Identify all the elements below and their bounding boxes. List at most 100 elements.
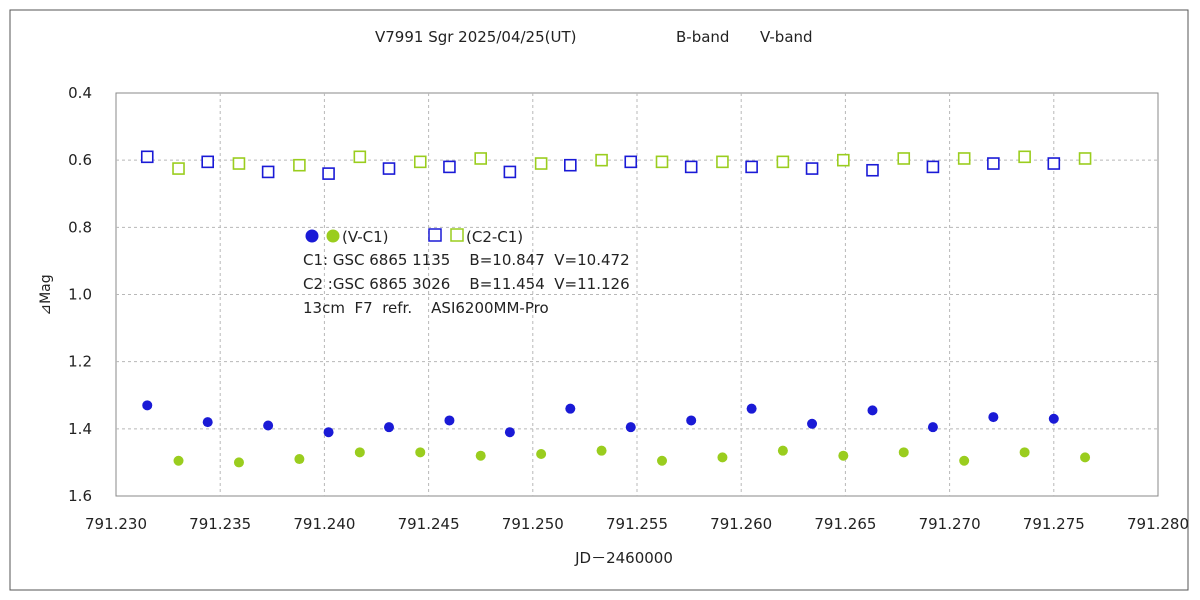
data-point-b-open <box>745 160 758 174</box>
x-tick-label: 791.275 <box>1023 515 1085 533</box>
data-point-v-filled <box>717 452 728 463</box>
x-tick-label: 791.230 <box>85 515 147 533</box>
annotation-line-c2: C2 :GSC 6865 3026 B=11.454 V=11.126 <box>303 275 630 293</box>
x-tick-label: 791.250 <box>502 515 564 533</box>
data-point-b-open <box>140 150 154 164</box>
annotation-line-telescope: 13cm F7 refr. ASI6200MM-Pro <box>303 299 549 317</box>
data-point-v-filled <box>415 447 426 458</box>
x-tick-label: 791.280 <box>1127 515 1189 533</box>
data-point-v-filled <box>294 454 305 465</box>
data-point-b-open <box>201 155 214 169</box>
y-tick-label: 0.6 <box>68 151 92 169</box>
data-point-b-filled <box>746 403 757 414</box>
data-point-b-filled <box>444 415 455 426</box>
data-point-v-filled <box>838 450 849 461</box>
data-point-v-open <box>1078 152 1092 165</box>
data-point-v-open <box>837 153 850 167</box>
data-point-v-filled <box>898 447 909 458</box>
y-axis-label: ⊿Mag <box>38 274 54 315</box>
data-point-b-open <box>261 165 275 179</box>
x-tick-label: 791.270 <box>919 515 981 533</box>
data-point-v-filled <box>959 455 970 466</box>
data-point-b-filled <box>384 422 395 433</box>
data-point-b-open <box>1047 157 1061 170</box>
x-tick-label: 791.245 <box>398 515 460 533</box>
data-point-v-filled <box>777 445 788 456</box>
data-point-v-open <box>776 155 790 169</box>
data-point-b-open <box>987 157 1000 170</box>
data-point-b-open <box>382 162 396 175</box>
data-point-b-filled <box>565 403 576 414</box>
y-tick-label: 0.4 <box>68 84 92 102</box>
y-tick-labels: 0.4 0.6 0.8 1.0 1.2 1.4 1.6 <box>68 84 92 505</box>
data-point-v-open <box>474 152 488 165</box>
data-point-b-filled <box>867 405 878 416</box>
data-point-b-filled <box>927 422 938 433</box>
data-point-b-filled <box>202 417 213 428</box>
data-point-v-filled <box>475 450 486 461</box>
y-tick-label: 0.8 <box>68 218 92 236</box>
data-point-v-filled <box>657 455 668 466</box>
data-point-b-filled <box>807 418 818 429</box>
legend-label-v-c1: (V-C1) <box>342 228 389 246</box>
legend-marker-v-filled <box>326 229 340 243</box>
x-tick-labels: 791.230 791.235 791.240 791.245 791.250 791.2… <box>85 515 1189 533</box>
legend-label-c2-c1: (C2-C1) <box>466 228 523 246</box>
data-point-b-open <box>564 158 577 172</box>
data-point-b-filled <box>263 420 274 431</box>
data-point-v-open <box>413 155 427 169</box>
data-point-v-filled <box>1080 452 1091 463</box>
data-point-b-filled <box>988 412 999 423</box>
data-point-b-filled <box>323 427 334 438</box>
y-tick-label: 1.4 <box>68 420 92 438</box>
data-point-b-open <box>503 165 517 179</box>
data-point-v-filled <box>173 455 184 466</box>
data-point-v-open <box>897 152 911 165</box>
legend-marker-b-filled <box>305 229 319 243</box>
data-point-b-filled <box>142 400 153 411</box>
x-tick-label: 791.240 <box>293 515 355 533</box>
data-points <box>140 150 1092 468</box>
legend-v-band: V-band <box>760 28 813 46</box>
data-point-b-open <box>926 160 940 174</box>
data-point-v-filled <box>1019 447 1030 458</box>
data-point-b-open <box>866 163 879 177</box>
x-tick-label: 791.255 <box>606 515 668 533</box>
data-point-v-filled <box>536 449 547 460</box>
x-tick-label: 791.265 <box>814 515 876 533</box>
data-point-v-open <box>655 155 669 169</box>
legend-marker-v-open <box>450 228 464 242</box>
y-tick-label: 1.6 <box>68 487 92 505</box>
data-point-v-open <box>232 157 246 170</box>
data-point-b-filled <box>504 427 515 438</box>
y-tick-label: 1.2 <box>68 353 92 371</box>
data-point-v-open <box>293 158 306 172</box>
data-point-v-open <box>172 162 185 175</box>
data-point-b-open <box>322 167 335 180</box>
data-point-v-filled <box>233 457 244 468</box>
data-point-v-open <box>1018 150 1031 164</box>
data-point-v-open <box>534 157 548 170</box>
data-point-v-filled <box>596 445 607 456</box>
chart-title: V7991 Sgr 2025/04/25(UT) <box>375 28 576 46</box>
data-point-v-open <box>353 150 367 164</box>
annotation-line-c1: C1: GSC 6865 1135 B=10.847 V=10.472 <box>303 251 630 269</box>
data-point-v-open <box>595 153 608 167</box>
data-point-b-open <box>805 162 819 175</box>
x-tick-label: 791.260 <box>710 515 772 533</box>
data-point-b-filled <box>1048 413 1059 424</box>
data-point-v-filled <box>354 447 365 458</box>
x-axis-label: JD－2460000 <box>574 549 673 567</box>
data-point-b-open <box>684 160 698 174</box>
annotation-block: (V-C1) (C2-C1) C1: GSC 6865 1135 B=10.84… <box>303 228 630 317</box>
x-tick-label: 791.235 <box>189 515 251 533</box>
data-point-b-filled <box>625 422 636 433</box>
legend-marker-b-open <box>428 228 442 242</box>
data-point-b-open <box>624 155 638 169</box>
legend-b-band: B-band <box>676 28 729 46</box>
y-tick-label: 1.0 <box>68 286 92 304</box>
data-point-b-open <box>443 160 456 174</box>
data-point-v-open <box>716 155 729 169</box>
data-point-v-open <box>957 152 971 165</box>
